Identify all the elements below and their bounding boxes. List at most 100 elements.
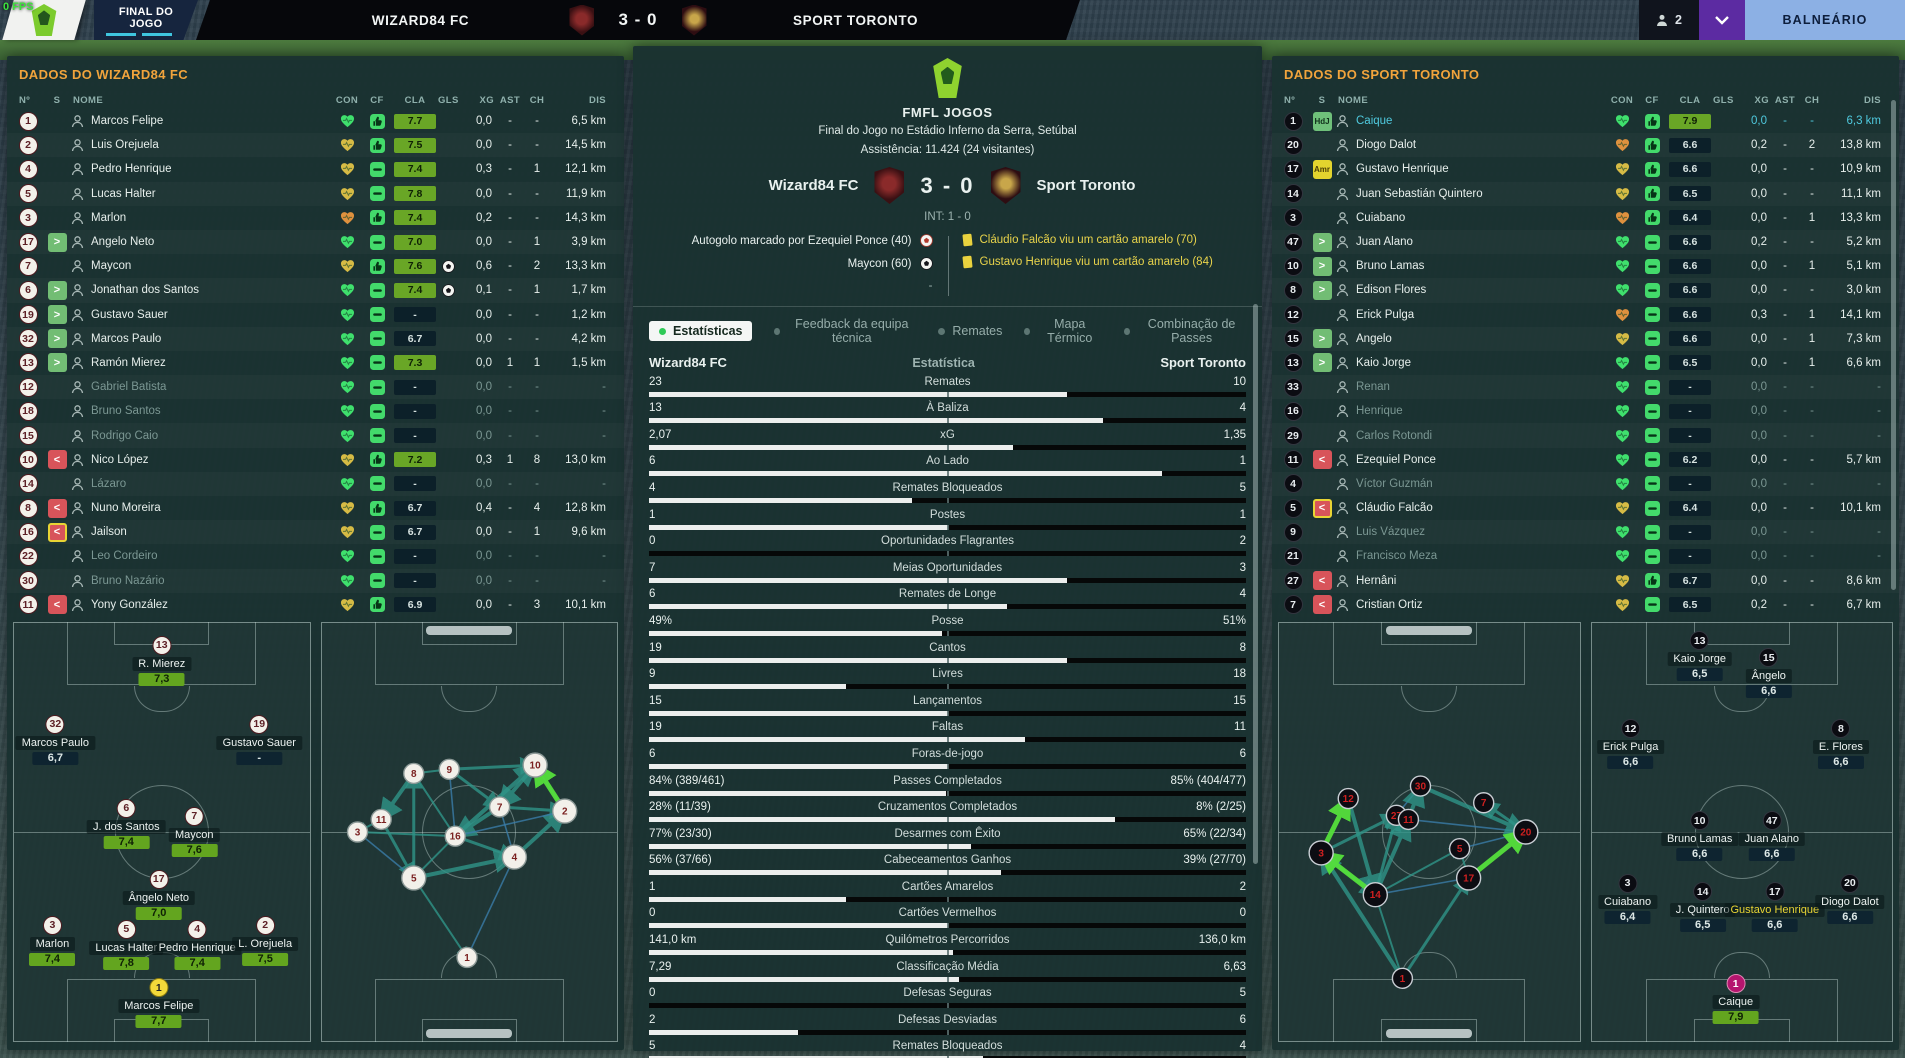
formation-player[interactable]: 2 L. Orejuela 7,5	[232, 915, 299, 966]
formation-player[interactable]: 7 Maycon 7,6	[168, 806, 220, 857]
chevron-down-button[interactable]	[1699, 0, 1745, 40]
pass-network-node[interactable]: 17	[1455, 865, 1482, 891]
player-row[interactable]: 1 Marcos Felipe 7.7 0,0 - - 6,5 km	[7, 109, 624, 133]
tab-mapa-t-rmico[interactable]: Mapa Térmico	[1024, 314, 1102, 348]
match-phase-tab[interactable]: FINAL DO JOGO	[94, 0, 198, 40]
roster-scrollbar[interactable]	[1891, 100, 1896, 590]
player-row[interactable]: 5 Lucas Halter 7.8 0,0 - - 11,9 km	[7, 182, 624, 206]
stats-scrollbar[interactable]	[1253, 304, 1258, 864]
horizontal-scroll-handle[interactable]	[1386, 626, 1473, 635]
formation-player[interactable]: 10 Bruno Lamas 6,6	[1660, 811, 1739, 862]
formation-player[interactable]: 14 J. Quintero 6,5	[1669, 882, 1736, 933]
pass-network-node[interactable]: 2	[551, 798, 577, 824]
player-row[interactable]: 7 Maycon 7.6 0,6 - 2 13,3 km	[7, 254, 624, 278]
pass-network-node[interactable]: 11	[370, 808, 392, 831]
pass-network-node[interactable]: 5	[400, 865, 426, 891]
player-row[interactable]: 7 < Cristian Ortiz 6.5 0,2 - - 6,7 km	[1272, 593, 1899, 617]
pass-network-node[interactable]: 12	[1337, 787, 1359, 810]
tab-estat-sticas[interactable]: Estatísticas	[649, 321, 753, 341]
player-row[interactable]: 4 Pedro Henrique 7.4 0,3 - 1 12,1 km	[7, 157, 624, 181]
player-row[interactable]: 14 Juan Sebastián Quintero 6.5 0,0 - - 11,1 km	[1272, 182, 1899, 206]
player-row[interactable]: 12 Gabriel Batista - 0,0 - - -	[7, 375, 624, 399]
player-row[interactable]: 8 > Edison Flores 6.6 0,0 - - 3,0 km	[1272, 278, 1899, 302]
pass-network-node[interactable]: 3	[346, 821, 368, 843]
pass-network-node[interactable]: 7	[1472, 792, 1495, 814]
player-row[interactable]: 17 Amr Gustavo Henrique 6.6 0,0 - - 10,9 km	[1272, 157, 1899, 181]
player-row[interactable]: 3 Cuiabano 6.4 0,0 - 1 13,3 km	[1272, 206, 1899, 230]
player-row[interactable]: 18 Bruno Santos - 0,0 - - -	[7, 399, 624, 423]
pass-network-node[interactable]: 16	[443, 825, 466, 847]
formation-player[interactable]: 6 J. dos Santos 7,4	[86, 798, 166, 849]
pass-network-node[interactable]: 7	[488, 796, 510, 818]
tab-combina-o-de-passes[interactable]: Combinação de Passes	[1124, 314, 1246, 348]
formation-player[interactable]: 4 Pedro Henrique 7,4	[152, 919, 242, 970]
player-row[interactable]: 29 Carlos Rotondi - 0,0 - - -	[1272, 423, 1899, 447]
player-row[interactable]: 20 Diogo Dalot 6.6 0,2 - 2 13,8 km	[1272, 133, 1899, 157]
player-row[interactable]: 6 > Jonathan dos Santos 7.4 0,1 - 1 1,7 km	[7, 278, 624, 302]
formation-player[interactable]: 20 Diogo Dalot 6,6	[1815, 873, 1885, 924]
horizontal-scroll-handle[interactable]	[426, 626, 513, 635]
pass-network-node[interactable]: 20	[1513, 819, 1539, 845]
player-row[interactable]: 11 < Ezequiel Ponce 6.2 0,0 - - 5,7 km	[1272, 448, 1899, 472]
player-row[interactable]: 4 Víctor Guzmán - 0,0 - - -	[1272, 472, 1899, 496]
pass-network-node[interactable]: 1	[1391, 967, 1414, 989]
player-row[interactable]: 2 Luis Orejuela 7.5 0,0 - - 14,5 km	[7, 133, 624, 157]
horizontal-scroll-handle[interactable]	[426, 1029, 513, 1038]
pass-network-node[interactable]: 4	[501, 844, 527, 870]
formation-player[interactable]: 13 R. Mierez 7,3	[132, 635, 192, 686]
player-row[interactable]: 13 > Kaio Jorge 6.5 0,0 - 1 6,6 km	[1272, 351, 1899, 375]
player-row[interactable]: 3 Marlon 7.4 0,2 - - 14,3 km	[7, 206, 624, 230]
player-row[interactable]: 30 Bruno Nazário - 0,0 - - -	[7, 569, 624, 593]
tab-feedback-da-equipa-t-cnica[interactable]: Feedback da equipa técnica	[774, 314, 916, 348]
player-row[interactable]: 33 Renan - 0,0 - - -	[1272, 375, 1899, 399]
formation-player[interactable]: 47 Juan Alano 6,6	[1738, 811, 1806, 862]
player-row[interactable]: 15 > Ângelo 6.6 0,0 - 1 7,3 km	[1272, 327, 1899, 351]
player-row[interactable]: 1 HdJ Caique 7.9 0,0 - - 6,3 km	[1272, 109, 1899, 133]
player-row[interactable]: 5 < Cláudio Falcão 6.4 0,0 - - 10,1 km	[1272, 496, 1899, 520]
player-row[interactable]: 21 Francisco Meza - 0,0 - - -	[1272, 544, 1899, 568]
pass-network-node[interactable]: 9	[438, 758, 460, 781]
pass-network-node[interactable]: 11	[1397, 808, 1420, 831]
player-row[interactable]: 8 < Nuno Moreira 6.7 0,4 - 4 12,8 km	[7, 496, 624, 520]
pass-network-node[interactable]: 8	[402, 762, 424, 785]
formation-player[interactable]: 32 Marcos Paulo 6,7	[15, 714, 95, 765]
player-row[interactable]: 19 > Gustavo Sauer - 0,0 - - 1,2 km	[7, 303, 624, 327]
formation-player[interactable]: 17 Gustavo Henrique 6,6	[1724, 882, 1826, 933]
player-row[interactable]: 47 > Juan Alano 6.6 0,2 - - 5,2 km	[1272, 230, 1899, 254]
pass-network-node[interactable]: 30	[1409, 775, 1432, 797]
player-row[interactable]: 16 Henrique - 0,0 - - -	[1272, 399, 1899, 423]
player-row[interactable]: 10 > Bruno Lamas 6.6 0,0 - 1 5,1 km	[1272, 254, 1899, 278]
formation-player[interactable]: 13 Kaio Jorge 6,5	[1667, 631, 1732, 682]
player-row[interactable]: 14 Lázaro - 0,0 - - -	[7, 472, 624, 496]
player-row[interactable]: 32 > Marcos Paulo 6.7 0,0 - - 4,2 km	[7, 327, 624, 351]
player-row[interactable]: 13 > Ramón Mierez 7.3 0,0 1 1 1,5 km	[7, 351, 624, 375]
player-row[interactable]: 27 < Hernâni 6.7 0,0 - - 8,6 km	[1272, 569, 1899, 593]
formation-player[interactable]: 3 Cuiabano 6,4	[1598, 873, 1658, 924]
player-row[interactable]: 22 Leo Cordeiro - 0,0 - - -	[7, 544, 624, 568]
pass-network-node[interactable]: 5	[1448, 838, 1471, 860]
formation-player[interactable]: 15 Ângelo 6,6	[1745, 648, 1792, 699]
formation-player[interactable]: 12 Erick Pulga 6,6	[1596, 719, 1665, 770]
balneario-button[interactable]: BALNEÁRIO	[1745, 0, 1905, 40]
player-row[interactable]: 17 > Ângelo Neto 7.0 0,0 - 1 3,9 km	[7, 230, 624, 254]
formation-player[interactable]: 1 Marcos Felipe 7,7	[118, 978, 200, 1029]
player-row[interactable]: 16 < Jailson 6.7 0,0 - 1 9,6 km	[7, 520, 624, 544]
pass-network-node[interactable]: 3	[1308, 840, 1334, 866]
player-row[interactable]: 15 Rodrigo Caio - 0,0 - - -	[7, 423, 624, 447]
formation-player[interactable]: 8 E. Flores 6,6	[1812, 719, 1869, 770]
formation-player[interactable]: 3 Marlon 7,4	[29, 915, 76, 966]
pass-network-node[interactable]: 10	[521, 752, 548, 778]
player-row[interactable]: 12 Erick Pulga 6.6 0,3 - 1 14,1 km	[1272, 303, 1899, 327]
formation-player[interactable]: 19 Gustavo Sauer -	[216, 714, 302, 765]
tab-remates[interactable]: Remates	[938, 321, 1002, 341]
formation-player[interactable]: 17 Ângelo Neto 7,0	[122, 869, 196, 920]
player-row[interactable]: 9 Luis Vázquez - 0,0 - - -	[1272, 520, 1899, 544]
horizontal-scroll-handle[interactable]	[1386, 1029, 1473, 1038]
formation-player[interactable]: 5 Lucas Halter 7,8	[89, 919, 164, 970]
formation-player[interactable]: 1 Caique 7,9	[1712, 974, 1760, 1025]
spectator-count-button[interactable]: 2	[1639, 0, 1699, 40]
pass-network-node[interactable]: 1	[455, 946, 478, 969]
pass-network-node[interactable]: 14	[1362, 882, 1389, 908]
player-row[interactable]: 10 < Nico López 7.2 0,3 1 8 13,0 km	[7, 448, 624, 472]
player-row[interactable]: 11 < Yony González 6.9 0,0 - 3 10,1 km	[7, 593, 624, 617]
